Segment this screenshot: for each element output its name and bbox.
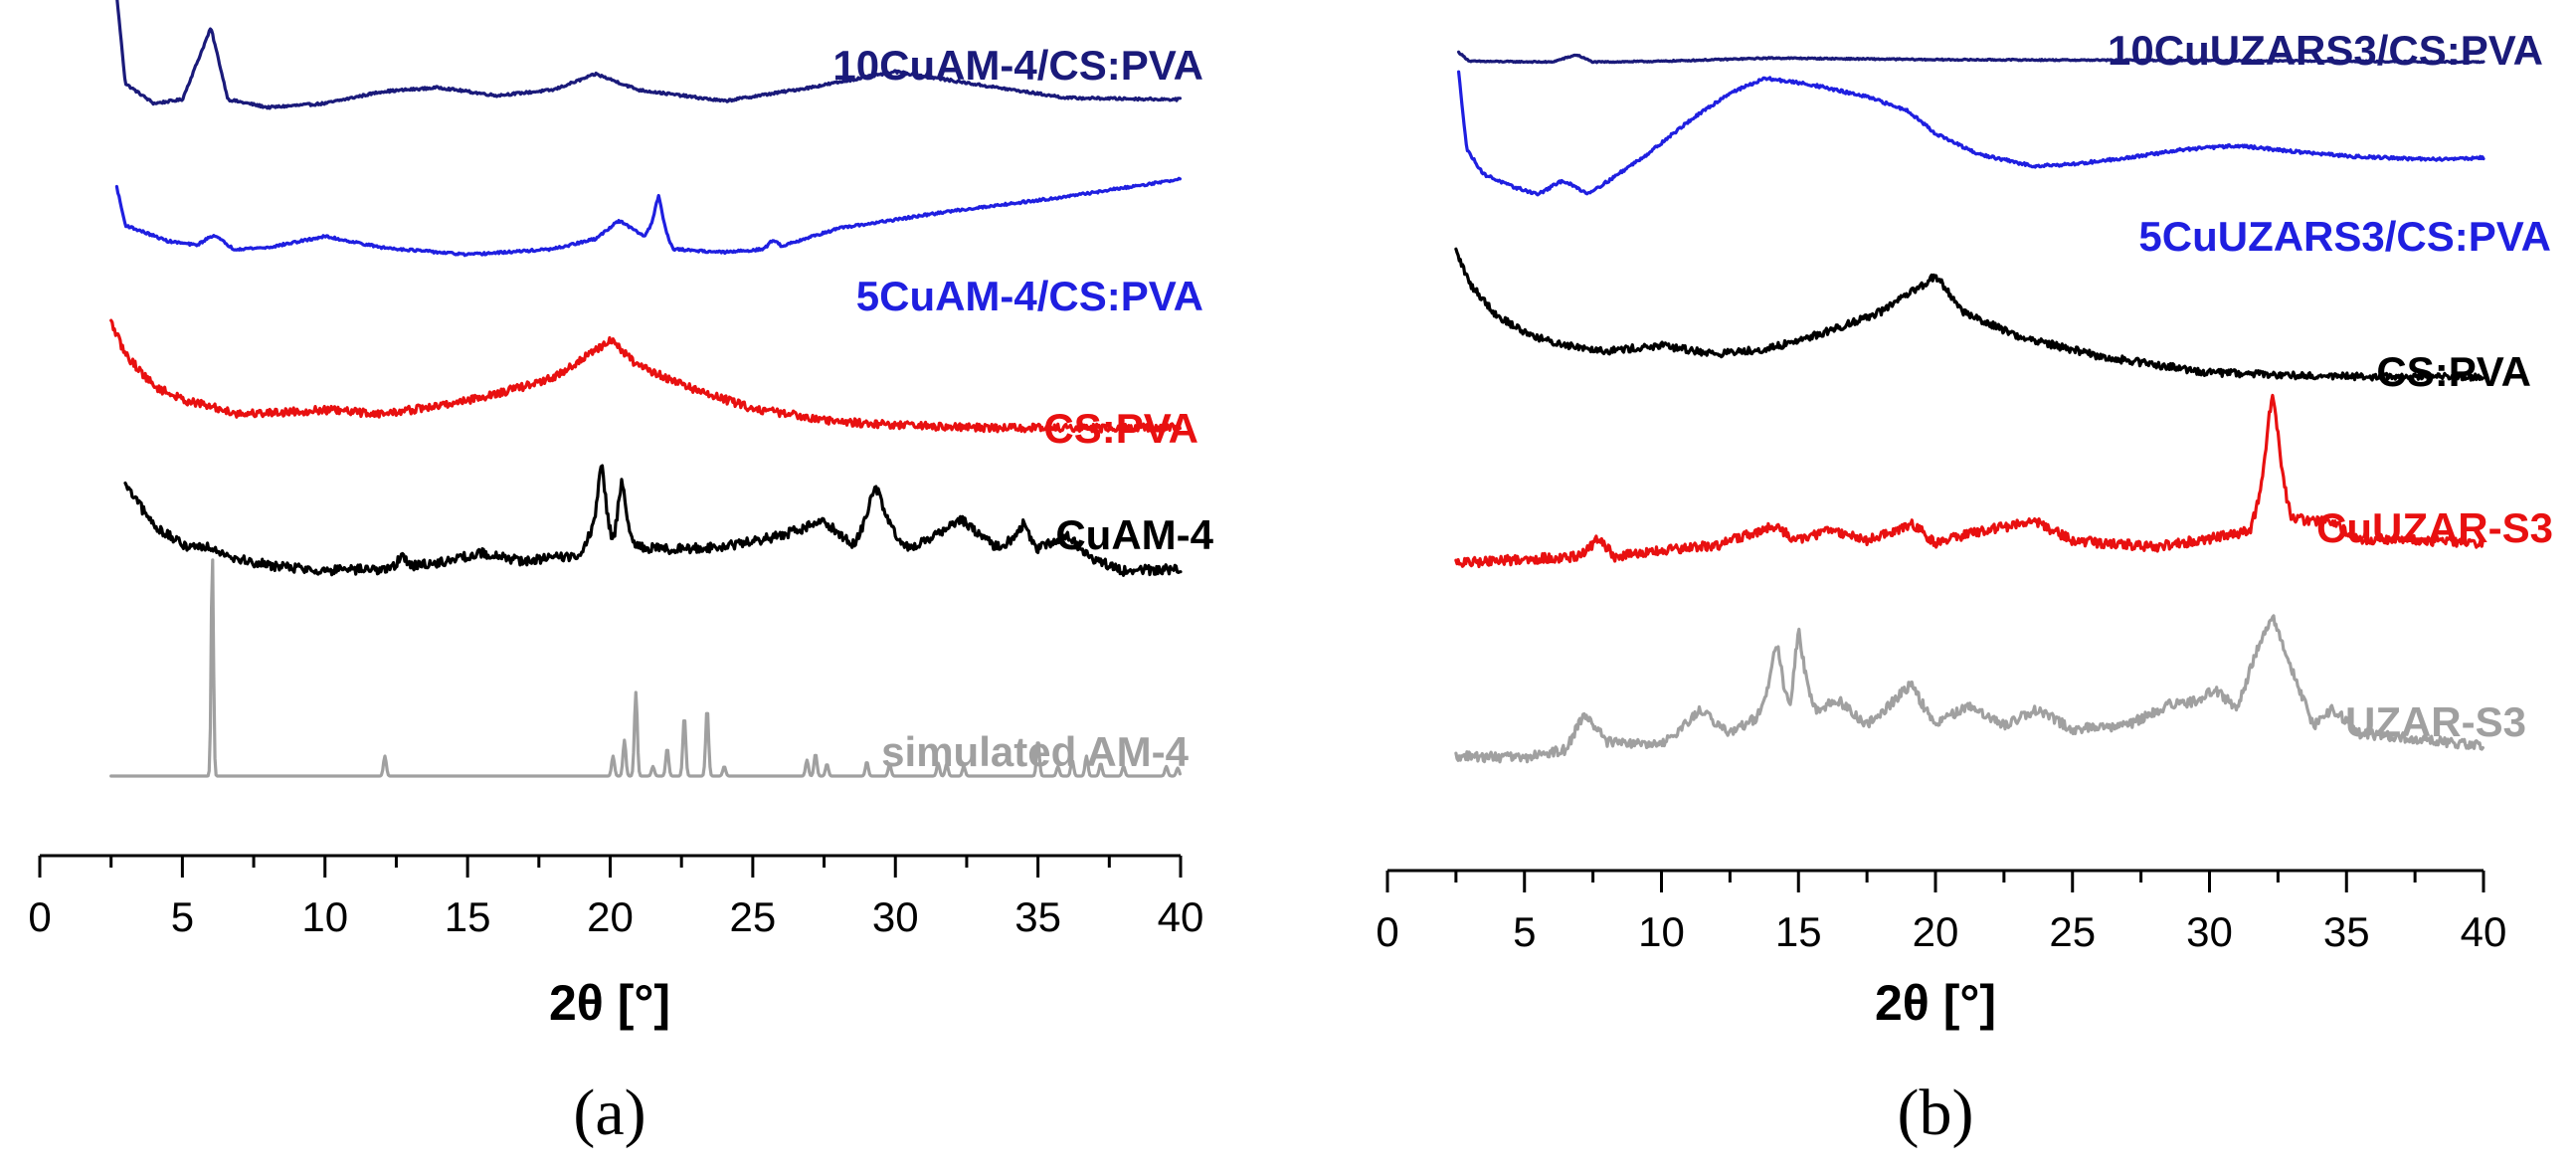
series-label: 10CuUZARS3/CS:PVA: [2108, 27, 2543, 74]
series-label: 5CuAM-4/CS:PVA: [856, 273, 1203, 319]
x-tick-label: 15: [1775, 908, 1822, 955]
x-tick-label: 0: [28, 893, 51, 940]
panel-b: 0 5 10 15 20 25 30 35 40 2θ [°] (b) 10CuUZARS3/CS:P…: [1376, 27, 2553, 1149]
x-tick-label: 35: [2323, 908, 2370, 955]
series-label: 10CuAM-4/CS:PVA: [832, 42, 1203, 89]
series-label: 5CuUZARS3/CS:PVA: [2138, 213, 2551, 260]
x-axis-title: 2θ [°]: [1875, 975, 1996, 1031]
x-tick-label: 20: [1913, 908, 1959, 955]
panel-label: (b): [1898, 1077, 1974, 1149]
series-trace-cuam-4: [123, 464, 1183, 577]
x-tick-label: 0: [1376, 908, 1398, 955]
x-tick-label: 15: [445, 893, 491, 940]
x-tick-label: 35: [1014, 893, 1061, 940]
series-trace-uzar-s3: [1454, 614, 2484, 764]
series-trace-5cuuzars3-cs-pva: [1457, 70, 2485, 197]
series-label: CuAM-4: [1055, 511, 1213, 558]
series-trace-simulated-am-4: [109, 558, 1182, 778]
series-trace-10cuuzars3-cs-pva: [1457, 50, 2485, 65]
series-trace-10cuam-4-cs-pva: [115, 0, 1182, 110]
x-tick-label: 25: [2049, 908, 2096, 955]
series-label: CuUZAR-S3: [2316, 504, 2553, 551]
x-tick-label: 30: [872, 893, 919, 940]
x-tick-label: 10: [1638, 908, 1685, 955]
x-tick-label: 10: [301, 893, 348, 940]
series-label: CS:PVA: [2376, 348, 2531, 395]
series-trace-cs-pva: [109, 318, 1182, 434]
x-tick-label: 40: [1158, 893, 1204, 940]
series-trace-cuuzar-s3: [1454, 393, 2484, 569]
x-tick-label: 5: [1513, 908, 1536, 955]
panel-a: 0 5 10 15 20 25 30 35 40 2θ [°] (a) 10CuAM-4/CS:PVA…: [28, 0, 1214, 1149]
series-label: UZAR-S3: [2345, 698, 2526, 745]
x-tick-label: 20: [587, 893, 634, 940]
x-tick-label: 25: [730, 893, 777, 940]
series-label: CS:PVA: [1043, 405, 1198, 452]
series-trace-5cuam-4-cs-pva: [114, 176, 1182, 258]
x-tick-label: 5: [171, 893, 194, 940]
x-tick-label: 40: [2461, 908, 2507, 955]
x-axis-title: 2θ [°]: [549, 975, 670, 1031]
panel-label: (a): [573, 1077, 645, 1149]
series-label: simulated AM-4: [881, 728, 1189, 775]
x-tick-label: 30: [2186, 908, 2233, 955]
series-trace-cs-pva: [1454, 247, 2484, 382]
